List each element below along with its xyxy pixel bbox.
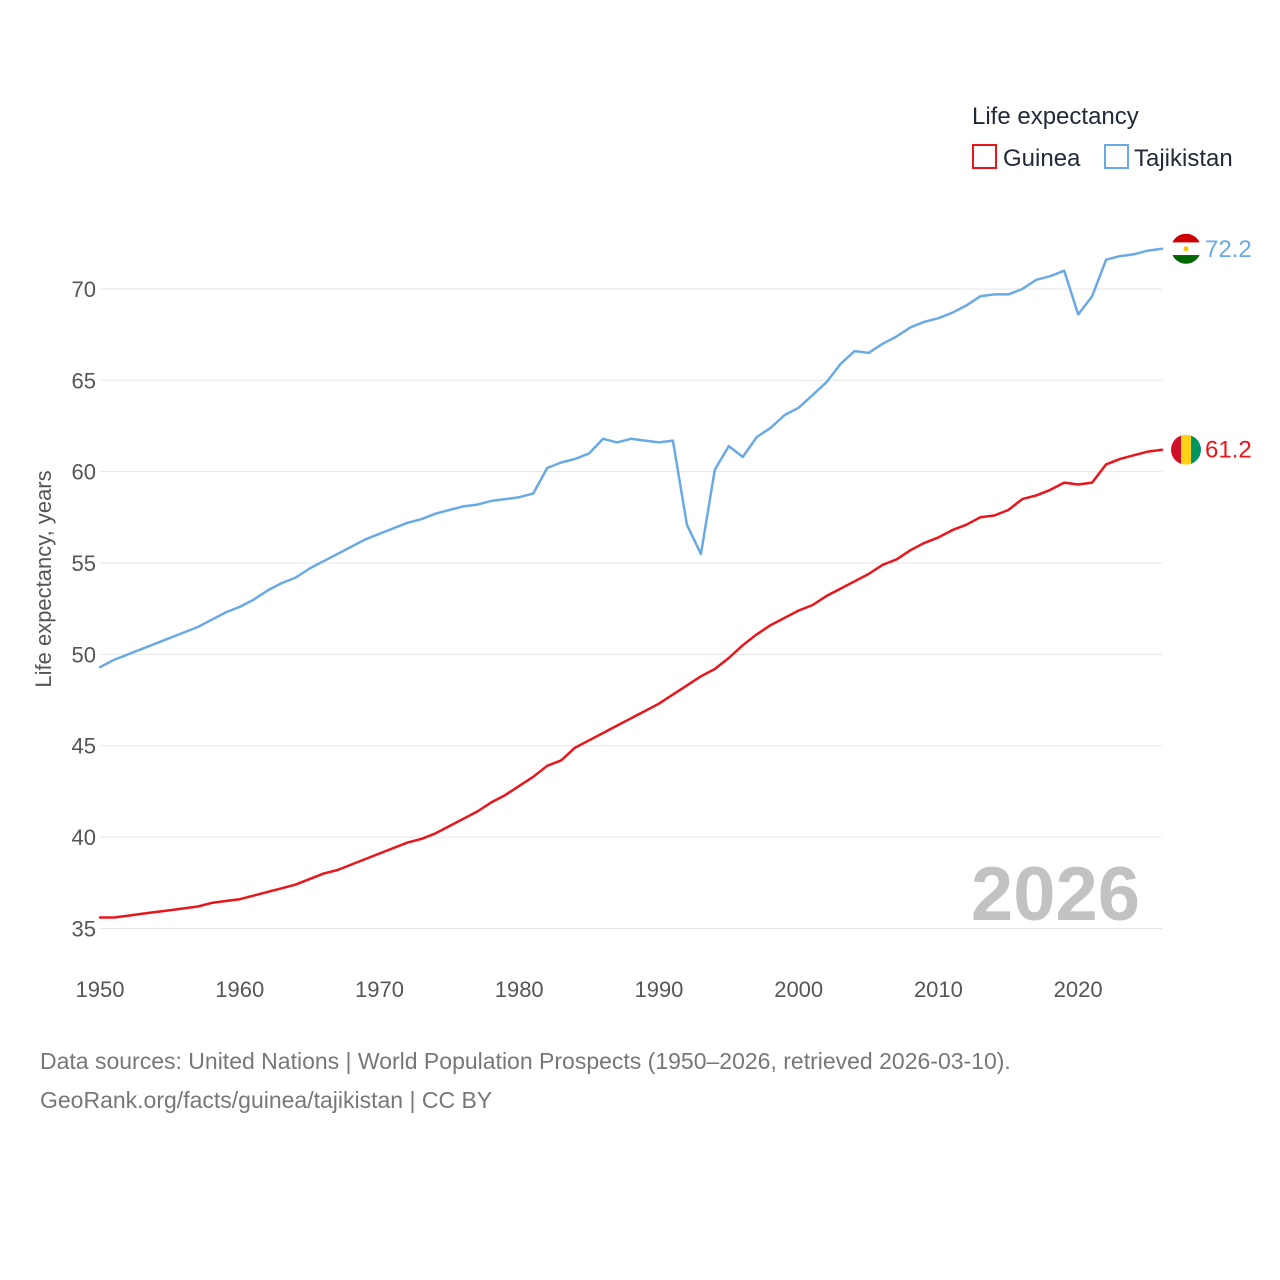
gridlines (100, 288, 1162, 929)
series-end-labels: 61.2 72.2 (1171, 233, 1252, 465)
end-label-guinea: 61.2 (1205, 437, 1252, 464)
series-lines (98, 247, 1164, 919)
y-tick-label: 45 (72, 734, 96, 759)
data-source-note: Data sources: United Nations | World Pop… (40, 1048, 1011, 1074)
x-tick-label: 1970 (355, 977, 404, 1002)
x-tick-label: 1980 (495, 977, 544, 1002)
x-tick-label: 2020 (1054, 977, 1103, 1002)
legend: Life expectancy Guinea Tajikistan (972, 103, 1233, 172)
legend-label-tajikistan: Tajikistan (1134, 145, 1233, 172)
y-tick-label: 55 (72, 551, 96, 576)
flag-tajikistan-icon (1171, 233, 1201, 264)
source-link[interactable]: GeoRank.org/facts/guinea/tajikistan | CC… (40, 1087, 493, 1113)
y-tick-label: 70 (72, 277, 96, 302)
y-tick-label: 40 (72, 825, 96, 850)
legend-title: Life expectancy (972, 103, 1139, 130)
y-tick-label: 35 (72, 916, 96, 941)
series-line-tajikistan (98, 247, 1164, 669)
chart-footer: Data sources: United Nations | World Pop… (40, 1042, 1240, 1120)
x-tick-label: 1950 (76, 977, 125, 1002)
legend-label-guinea: Guinea (1003, 145, 1081, 172)
end-label-tajikistan: 72.2 (1205, 236, 1252, 263)
x-tick-label: 2000 (774, 977, 823, 1002)
y-tick-label: 60 (72, 460, 96, 485)
y-tick-label: 50 (72, 642, 96, 667)
x-tick-label: 1960 (215, 977, 264, 1002)
y-tick-label: 65 (72, 368, 96, 393)
series-line-guinea (98, 448, 1164, 919)
y-axis-label: Life expectancy, years (31, 470, 56, 687)
x-axis-ticks: 1950 1960 1970 1980 1990 2000 2010 2020 (76, 977, 1103, 1002)
flag-guinea-icon (1171, 434, 1201, 465)
x-tick-label: 2010 (914, 977, 963, 1002)
legend-swatch-guinea (972, 144, 997, 169)
y-axis-ticks: 35 40 45 50 55 60 65 70 (72, 277, 96, 942)
current-year-watermark: 2026 (971, 852, 1140, 937)
x-tick-label: 1990 (634, 977, 683, 1002)
legend-swatch-tajikistan (1104, 144, 1129, 169)
